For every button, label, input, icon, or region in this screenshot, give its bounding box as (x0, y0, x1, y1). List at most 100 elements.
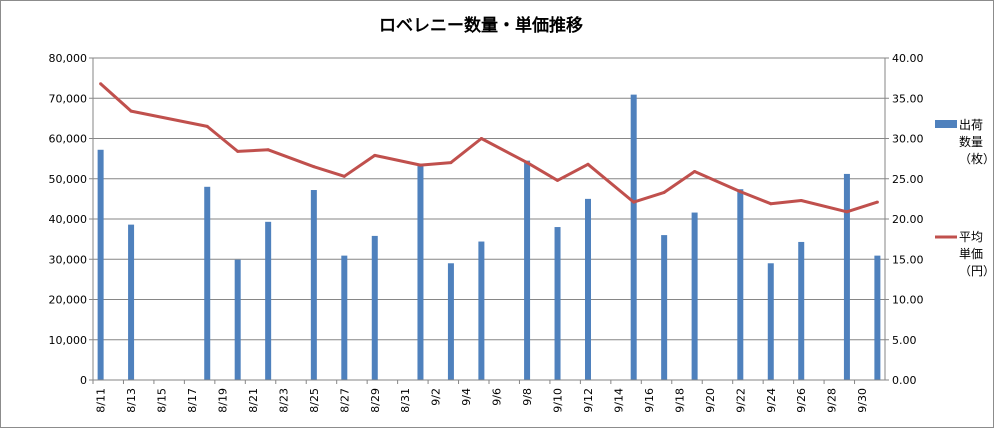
x-tick-label: 9/4 (460, 388, 473, 406)
axes: 0 10,000 20,000 30,000 40,000 50,000 60,000 70,… (49, 52, 924, 413)
bar (371, 235, 378, 380)
bar (97, 149, 104, 380)
line-point (418, 163, 422, 167)
y-right-tick-label: 5.00 (892, 334, 917, 347)
y-right-tick-label: 35.00 (892, 92, 924, 105)
bar (478, 241, 485, 380)
y-right-tick-label: 30.00 (892, 133, 924, 146)
line-point (312, 165, 316, 169)
x-tick-label: 9/22 (734, 388, 747, 413)
line-point (342, 174, 346, 178)
x-tick-label: 8/25 (308, 388, 321, 413)
y-left-tick-label: 30,000 (49, 253, 88, 266)
x-tick-label: 8/15 (156, 388, 169, 413)
bar (310, 190, 317, 380)
line-point (525, 161, 529, 165)
bar (234, 259, 241, 380)
bar (524, 160, 531, 380)
line-point (693, 170, 697, 174)
line-point (205, 124, 209, 128)
bar (630, 94, 637, 380)
line-point (738, 190, 742, 194)
y-left-tick-label: 40,000 (49, 213, 88, 226)
line-point (875, 200, 879, 204)
x-tick-label: 8/23 (277, 388, 290, 413)
x-tick-label: 9/30 (856, 388, 869, 413)
bar (341, 255, 348, 380)
bar (128, 224, 135, 380)
x-tick-label: 9/14 (612, 388, 625, 413)
line-point (479, 137, 483, 140)
x-tick-label: 9/26 (795, 388, 808, 413)
line-point (586, 162, 590, 166)
y-left-tick-label: 20,000 (49, 294, 88, 307)
line-path (99, 82, 878, 214)
y-left-tick-label: 0 (80, 374, 87, 387)
x-tick-label: 9/8 (521, 388, 534, 406)
x-tick-label: 8/19 (216, 388, 229, 413)
bar (204, 186, 211, 380)
legend-label-line: （円） (959, 264, 994, 278)
y-left-tick-label: 60,000 (49, 133, 88, 146)
y-right-tick-label: 15.00 (892, 253, 924, 266)
x-tick-label: 9/12 (582, 388, 595, 413)
bar (691, 212, 698, 380)
line-series (99, 82, 879, 214)
bar (767, 263, 774, 380)
x-tick-label: 8/27 (338, 388, 351, 413)
legend-label-line: 単価 (959, 247, 983, 261)
line-point (769, 202, 773, 206)
x-tick-label: 9/16 (643, 388, 656, 413)
x-tick-label: 9/2 (430, 388, 443, 406)
y-right-tick-label: 20.00 (892, 213, 924, 226)
y-left-tick-label: 70,000 (49, 92, 88, 105)
line-point (799, 198, 803, 202)
x-tick-label: 9/18 (673, 388, 686, 413)
y-left-tick-label: 10,000 (49, 334, 88, 347)
line-point (373, 153, 377, 157)
x-tick-label: 8/11 (95, 388, 108, 413)
bar (585, 198, 591, 380)
y-right-tick-label: 0.00 (892, 374, 917, 387)
y-right-tick-label: 10.00 (892, 294, 924, 307)
y-right-tick-label: 25.00 (892, 173, 924, 186)
legend-swatch-bar (935, 120, 957, 128)
bar-series (97, 94, 881, 380)
line-point (129, 109, 133, 113)
gridlines (93, 57, 885, 341)
line-point (266, 148, 270, 152)
bar (843, 173, 850, 380)
bar (661, 235, 668, 380)
x-tick-label: 9/10 (552, 388, 565, 413)
legend-label-line: 平均 (959, 230, 983, 244)
x-tick-label: 8/21 (247, 388, 260, 413)
x-tick-label: 8/29 (369, 388, 382, 413)
line-point (449, 161, 453, 165)
legend-label-bar: 出荷 (959, 118, 983, 132)
bar (554, 227, 561, 380)
line-point (845, 210, 849, 214)
x-tick-label: 9/28 (826, 388, 839, 413)
bar (874, 255, 881, 380)
legend-label-bar: （枚） (959, 151, 994, 166)
bar (417, 165, 424, 380)
y-left-tick-label: 50,000 (49, 173, 88, 186)
x-tick-label: 9/6 (491, 388, 504, 406)
line-point (662, 190, 666, 194)
x-tick-label: 8/31 (399, 388, 412, 413)
x-tick-label: 8/13 (125, 388, 138, 413)
x-tick-label: 9/24 (765, 388, 778, 413)
bar (798, 241, 805, 380)
legend-label-bar: 数量 (959, 134, 983, 149)
bar (265, 221, 272, 380)
line-point (236, 149, 240, 153)
line-point (99, 82, 103, 86)
x-tick-label: 9/20 (704, 388, 717, 413)
x-tick-label: 8/17 (186, 388, 199, 413)
y-left-tick-label: 80,000 (49, 52, 88, 65)
line-point (556, 178, 560, 182)
bar (447, 263, 454, 380)
